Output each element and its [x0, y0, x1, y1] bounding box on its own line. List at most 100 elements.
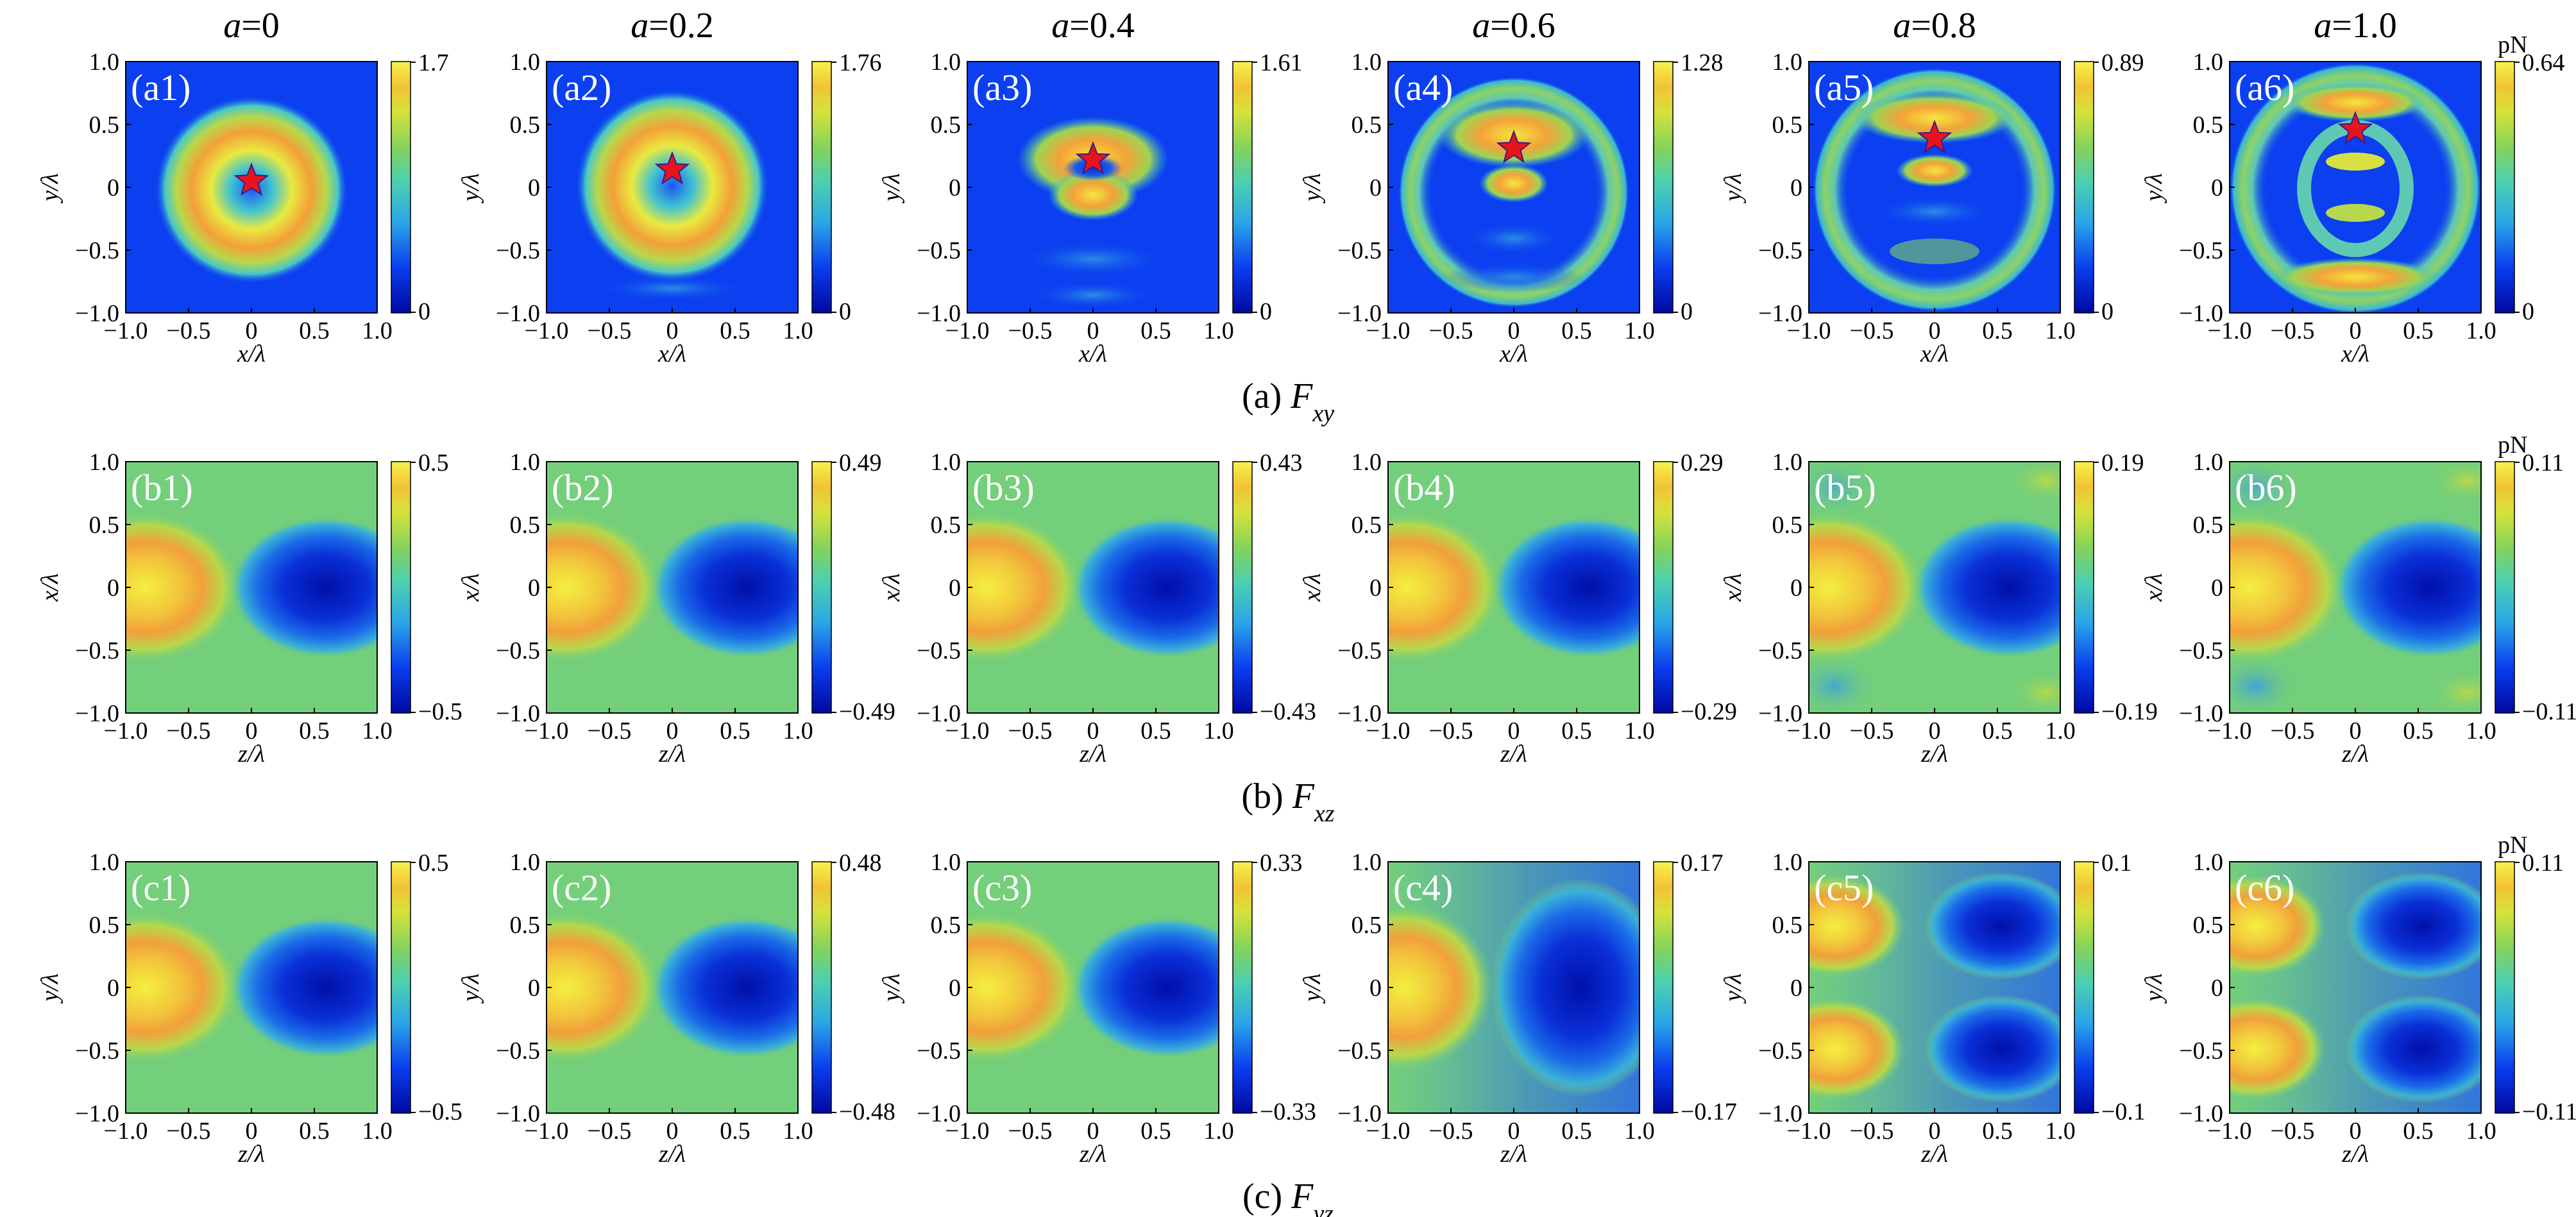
y-axis-label-var: y — [457, 991, 484, 1004]
y-axis-label-var: y — [37, 190, 64, 204]
x-axis-label-rest: /λ — [1930, 340, 1949, 367]
colorbar-min-label: 0 — [418, 298, 430, 325]
x-tick-label: 0 — [1508, 1118, 1520, 1145]
x-axis-label: x/λ — [657, 340, 686, 367]
heatmap-field — [126, 62, 377, 313]
y-tick-label: −1.0 — [917, 300, 961, 327]
colorbar-max-label: 0.11 — [2522, 850, 2564, 877]
colorbar-min-label: −0.19 — [2101, 698, 2158, 725]
x-tick-label: 0.5 — [2403, 317, 2434, 344]
field-hole — [1063, 155, 1123, 181]
y-tick-label: 0 — [2211, 575, 2223, 601]
field-faint-band — [595, 276, 749, 301]
y-axis-label-var: x — [878, 591, 905, 602]
colorbar-min-label: 0 — [1260, 298, 1272, 325]
row-caption-main: F — [1291, 1177, 1314, 1216]
colorbar-unit: pN — [2498, 31, 2527, 58]
x-axis-label-rest: /λ — [1088, 1141, 1106, 1168]
y-tick-label: −1.0 — [1758, 1100, 1802, 1127]
field-mid-lobe — [1479, 164, 1548, 203]
x-tick-label: 1.0 — [783, 718, 813, 744]
y-tick-label: −0.5 — [917, 237, 961, 264]
panel-b6: −1.0−1.0−0.5−0.5000.50.51.01.0z/λx/λ(b6)… — [2140, 432, 2576, 768]
x-axis-label-var: z — [658, 1141, 668, 1168]
x-tick-label: −1.0 — [1787, 317, 1831, 344]
y-tick-label: 1.0 — [1772, 849, 1803, 876]
column-title-value: =0.4 — [1069, 6, 1135, 46]
field-lower-lobe — [1048, 169, 1138, 221]
y-axis-label-var: y — [878, 190, 905, 204]
heatmap-field — [2230, 862, 2481, 1113]
field-cold-lobe — [1924, 872, 2060, 980]
x-tick-label: −0.5 — [588, 718, 632, 744]
x-tick-label: 0.5 — [299, 317, 330, 344]
y-tick-label: −0.5 — [917, 1037, 961, 1064]
x-tick-label: 0 — [1087, 718, 1099, 744]
x-tick-label: −0.5 — [2271, 1118, 2315, 1145]
panel-label: (b6) — [2235, 467, 2297, 508]
field-hot-lobe — [1809, 875, 1905, 977]
colorbar — [2495, 61, 2515, 314]
y-axis-label-var: y — [2140, 991, 2167, 1004]
panel-b4: −1.0−1.0−0.5−0.5000.50.51.01.0z/λx/λ(b4)… — [1299, 449, 1737, 768]
y-tick-label: −0.5 — [917, 637, 961, 664]
field-cold-lobe — [2345, 995, 2481, 1103]
colorbar-min-label: −0.11 — [2522, 1098, 2576, 1125]
y-axis-label-rest: /λ — [457, 173, 484, 192]
heatmap-field — [1809, 462, 2060, 713]
y-tick-label: 0 — [1369, 975, 1382, 1002]
y-tick-label: −1.0 — [1337, 700, 1382, 727]
colorbar-max-label: 1.61 — [1260, 49, 1303, 76]
y-tick-label: −1.0 — [1337, 1100, 1382, 1127]
y-tick-label: 0.5 — [1352, 512, 1382, 539]
x-axis-label: x/λ — [1078, 340, 1107, 367]
x-axis-label-rest: /λ — [1509, 340, 1528, 367]
heatmap-field — [1388, 62, 1640, 313]
row-caption-prefix: (b) — [1241, 776, 1292, 816]
x-tick-label: −0.5 — [2271, 718, 2315, 744]
field-cold-lobe — [2334, 516, 2481, 659]
field-lower-band — [1443, 262, 1584, 292]
x-axis-label-var: z — [1920, 741, 1931, 768]
heatmap-field — [2230, 62, 2481, 313]
panel-label: (b2) — [552, 467, 614, 508]
y-tick-label: −0.5 — [1337, 237, 1382, 264]
x-tick-label: 1.0 — [1203, 1118, 1234, 1145]
x-tick-label: 0 — [246, 1118, 258, 1145]
panel-c5: −1.0−1.0−0.5−0.5000.50.51.01.0z/λy/λ(c5)… — [1720, 849, 2146, 1168]
y-axis-label: x/λ — [878, 573, 905, 602]
panel-label: (b4) — [1393, 467, 1455, 508]
colorbar — [2074, 461, 2094, 714]
column-title: a=0.8 — [1893, 6, 1976, 46]
colorbar-max-label: 1.76 — [839, 49, 882, 76]
x-axis-label: z/λ — [1500, 1141, 1527, 1168]
x-tick-label: −1.0 — [104, 718, 148, 744]
y-tick-label: −0.5 — [75, 1037, 119, 1064]
x-tick-label: 0 — [246, 317, 258, 344]
field-hot-lobe — [1388, 512, 1504, 663]
x-axis-label-var: z — [2341, 741, 2351, 768]
field-hot-lobe — [1809, 998, 1905, 1100]
x-tick-label: −0.5 — [1850, 1118, 1894, 1145]
colorbar-max-label: 0.64 — [2522, 49, 2565, 76]
colorbar-min-label: −0.49 — [839, 698, 895, 725]
x-tick-label: 0 — [1929, 317, 1941, 344]
row-caption: (b) Fxz — [1241, 776, 1334, 827]
field-soft-spot — [2428, 669, 2481, 713]
heatmap-field — [967, 862, 1219, 1113]
y-tick-label: −0.5 — [1758, 1037, 1802, 1064]
panel-grid: a=0 a=0.2 a=0.4 a=0.6 a=0.8 a=1.0−1.0−1.0−0.5… — [37, 6, 2576, 1217]
y-tick-label: 1.0 — [2193, 849, 2224, 876]
x-tick-label: 0.5 — [1140, 317, 1171, 344]
x-tick-label: 1.0 — [783, 1118, 813, 1145]
field-cold-lobe — [1913, 516, 2060, 659]
x-tick-label: 0.5 — [1561, 317, 1592, 344]
y-tick-label: 1.0 — [1352, 49, 1382, 76]
panel-label: (a2) — [552, 67, 611, 108]
heatmap-field — [547, 462, 798, 713]
x-axis-label-var: z — [237, 1141, 248, 1168]
y-axis-label: y/λ — [1299, 173, 1326, 204]
panel-a5: −1.0−1.0−0.5−0.5000.50.51.01.0x/λy/λ(a5)… — [1720, 49, 2144, 367]
y-tick-label: −0.5 — [75, 637, 119, 664]
column-title: a=0 — [223, 6, 280, 46]
